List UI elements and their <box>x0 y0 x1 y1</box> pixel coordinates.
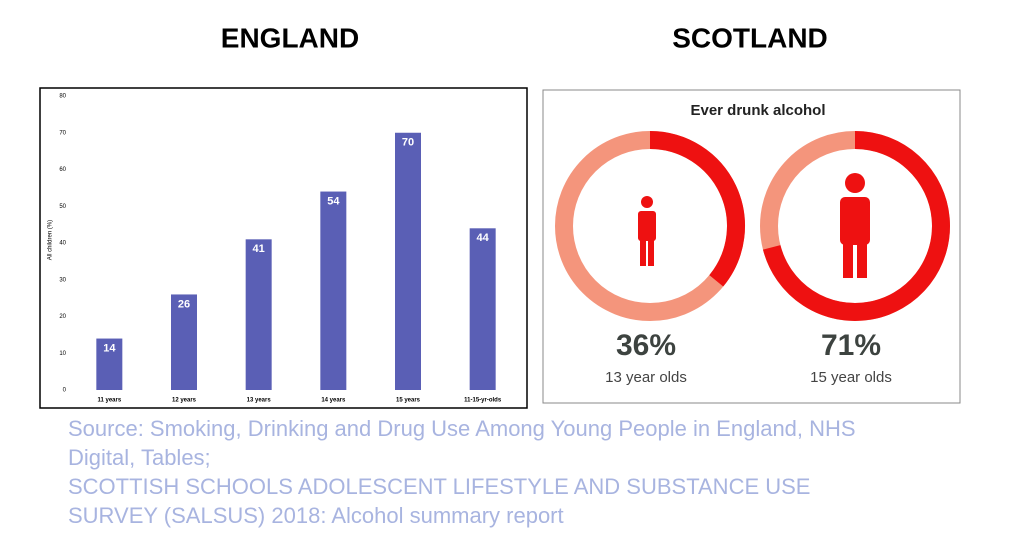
y-tick-label: 50 <box>59 204 66 210</box>
source-line: Digital, Tables; <box>68 445 211 470</box>
y-tick-label: 0 <box>63 388 67 394</box>
scotland-frame <box>542 89 961 404</box>
y-tick-label: 60 <box>59 167 66 173</box>
value-label: 36% <box>616 329 676 362</box>
bar <box>395 132 421 390</box>
person-icon <box>840 173 870 278</box>
data-label: 26 <box>178 298 190 310</box>
category-label: 15 year olds <box>810 369 892 386</box>
data-label: 54 <box>327 195 340 207</box>
y-tick-label: 30 <box>59 277 66 283</box>
person-icon <box>638 196 656 266</box>
x-tick-label: 14 years <box>321 398 346 404</box>
y-tick-label: 40 <box>59 241 66 247</box>
source-line: SCOTTISH SCHOOLS ADOLESCENT LIFESTYLE AN… <box>68 474 810 499</box>
source-line: SURVEY (SALSUS) 2018: Alcohol summary re… <box>68 503 564 528</box>
category-label: 13 year olds <box>605 369 687 386</box>
x-tick-label: 15 years <box>396 398 421 404</box>
bar <box>171 294 197 390</box>
x-tick-label: 13 years <box>247 398 272 404</box>
y-tick-label: 10 <box>59 351 66 357</box>
source-line: Source: Smoking, Drinking and Drug Use A… <box>68 416 856 441</box>
y-tick-label: 80 <box>59 94 66 100</box>
x-tick-label: 12 years <box>172 398 197 404</box>
donut-arc <box>762 131 950 321</box>
x-tick-label: 11-15-yr-olds <box>464 398 502 404</box>
bar <box>96 338 123 390</box>
data-label: 44 <box>477 232 490 244</box>
bar <box>245 239 272 390</box>
data-label: 14 <box>103 342 116 354</box>
heading: ENGLAND <box>221 22 359 53</box>
heading: SCOTLAND <box>672 22 828 53</box>
bar <box>320 191 347 390</box>
donut-title: Ever drunk alcohol <box>690 102 825 119</box>
data-label: 70 <box>402 137 414 149</box>
y-axis-label: All children (%) <box>48 220 54 260</box>
data-label: 41 <box>253 243 265 255</box>
bar <box>469 228 496 390</box>
y-tick-label: 70 <box>59 130 66 136</box>
y-tick-label: 20 <box>59 314 66 320</box>
x-tick-label: 11 years <box>97 398 121 404</box>
donut-arc <box>649 131 745 287</box>
value-label: 71% <box>821 329 881 362</box>
